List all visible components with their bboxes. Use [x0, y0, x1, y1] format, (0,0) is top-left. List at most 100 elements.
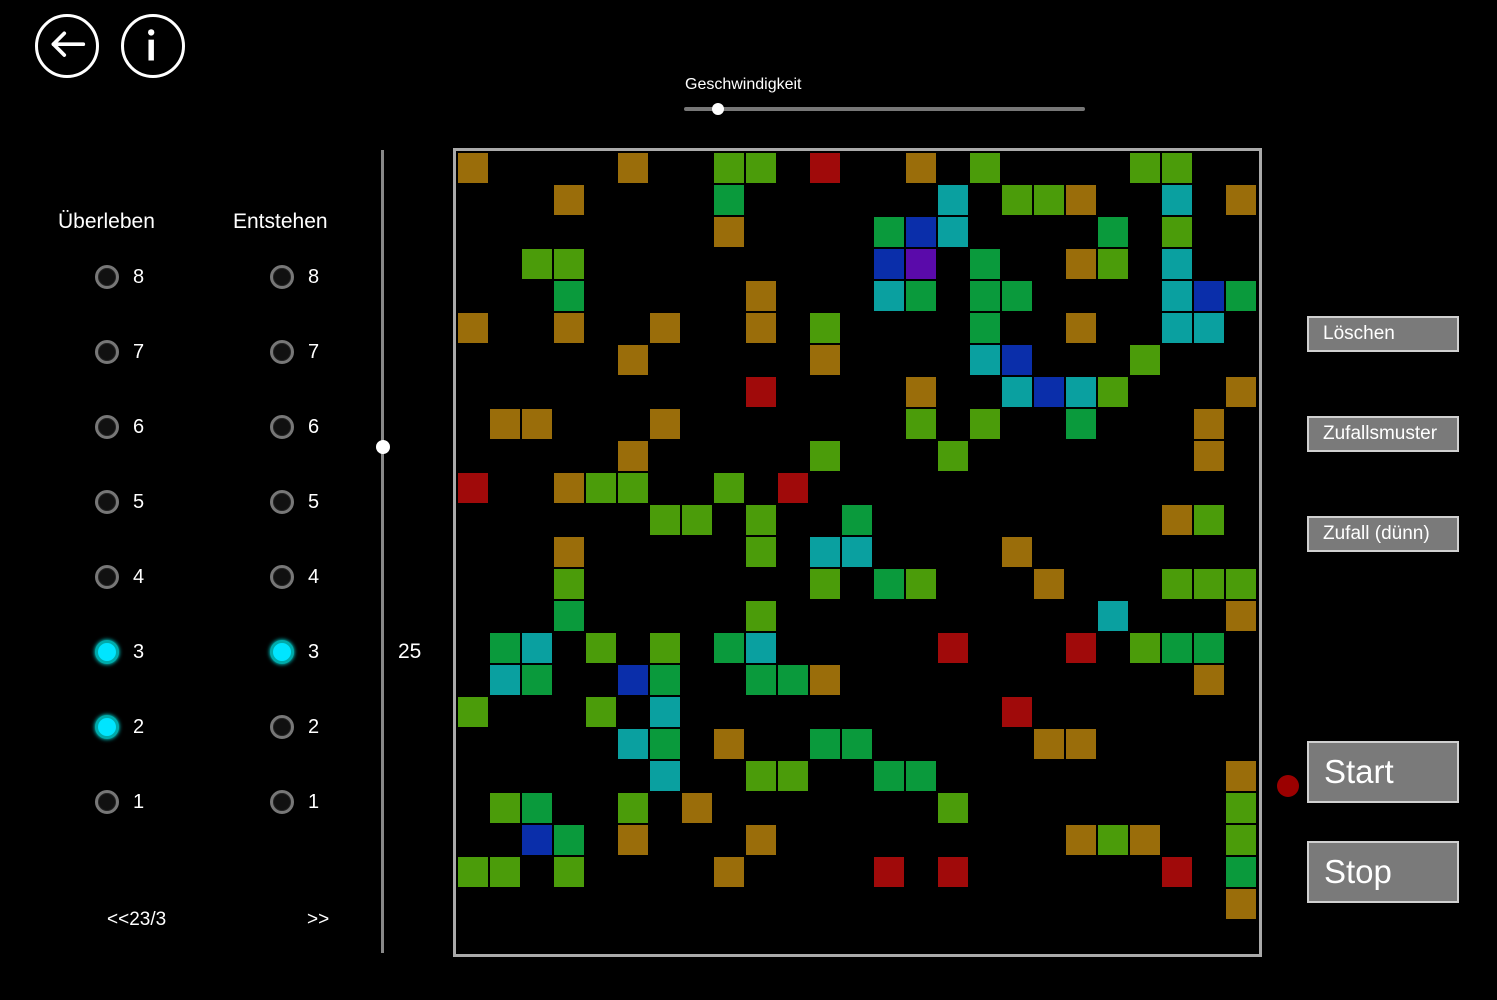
survive-option-2[interactable]: 2	[95, 712, 144, 742]
board-cell[interactable]	[714, 217, 744, 247]
board-cell[interactable]	[1066, 249, 1096, 279]
birth-option-1[interactable]: 1	[270, 787, 319, 817]
birth-option-8[interactable]: 8	[270, 262, 319, 292]
board-cell[interactable]	[1162, 185, 1192, 215]
board-cell[interactable]	[778, 473, 808, 503]
board-cell[interactable]	[1002, 697, 1032, 727]
next-rule-button[interactable]: >>	[307, 909, 330, 930]
board-cell[interactable]	[1226, 377, 1256, 407]
board-cell[interactable]	[618, 793, 648, 823]
board-cell[interactable]	[1226, 569, 1256, 599]
board-cell[interactable]	[682, 505, 712, 535]
board-cell[interactable]	[746, 761, 776, 791]
birth-option-3[interactable]: 3	[270, 637, 319, 667]
board-cell[interactable]	[1194, 569, 1224, 599]
board-cell[interactable]	[618, 473, 648, 503]
board-cell[interactable]	[1226, 185, 1256, 215]
board-cell[interactable]	[1002, 185, 1032, 215]
board-cell[interactable]	[1162, 857, 1192, 887]
board-cell[interactable]	[586, 697, 616, 727]
board-cell[interactable]	[1034, 729, 1064, 759]
board-cell[interactable]	[650, 633, 680, 663]
survive-option-3[interactable]: 3	[95, 637, 144, 667]
board-cell[interactable]	[906, 409, 936, 439]
birth-option-5[interactable]: 5	[270, 487, 319, 517]
board-cell[interactable]	[970, 409, 1000, 439]
birth-option-7[interactable]: 7	[270, 337, 319, 367]
board-cell[interactable]	[1002, 281, 1032, 311]
board-cell[interactable]	[554, 473, 584, 503]
board-cell[interactable]	[746, 313, 776, 343]
board-cell[interactable]	[554, 185, 584, 215]
survive-radio-2[interactable]	[95, 715, 119, 739]
board-cell[interactable]	[938, 857, 968, 887]
board-cell[interactable]	[1066, 633, 1096, 663]
board-cell[interactable]	[682, 793, 712, 823]
board-cell[interactable]	[778, 665, 808, 695]
survive-option-5[interactable]: 5	[95, 487, 144, 517]
board-cell[interactable]	[586, 473, 616, 503]
board-cell[interactable]	[1162, 217, 1192, 247]
board-cell[interactable]	[810, 153, 840, 183]
board-cell[interactable]	[746, 377, 776, 407]
board-cell[interactable]	[714, 857, 744, 887]
board-cell[interactable]	[746, 505, 776, 535]
birth-radio-8[interactable]	[270, 265, 294, 289]
board-cell[interactable]	[714, 473, 744, 503]
board-cell[interactable]	[650, 665, 680, 695]
board-cell[interactable]	[746, 665, 776, 695]
board-cell[interactable]	[938, 793, 968, 823]
board-cell[interactable]	[938, 217, 968, 247]
board-cell[interactable]	[1226, 825, 1256, 855]
game-board[interactable]	[453, 148, 1262, 957]
birth-radio-1[interactable]	[270, 790, 294, 814]
board-cell[interactable]	[778, 761, 808, 791]
board-cell[interactable]	[1130, 345, 1160, 375]
grid-size-slider-track[interactable]	[381, 150, 384, 953]
birth-radio-7[interactable]	[270, 340, 294, 364]
board-cell[interactable]	[1162, 569, 1192, 599]
board-cell[interactable]	[554, 281, 584, 311]
board-cell[interactable]	[1226, 601, 1256, 631]
stop-button[interactable]: Stop	[1307, 841, 1459, 903]
board-cell[interactable]	[1162, 281, 1192, 311]
board-cell[interactable]	[650, 505, 680, 535]
board-cell[interactable]	[458, 153, 488, 183]
board-cell[interactable]	[938, 633, 968, 663]
board-cell[interactable]	[810, 345, 840, 375]
board-cell[interactable]	[938, 185, 968, 215]
board-cell[interactable]	[554, 313, 584, 343]
board-cell[interactable]	[1098, 377, 1128, 407]
survive-radio-8[interactable]	[95, 265, 119, 289]
board-cell[interactable]	[874, 281, 904, 311]
board-cell[interactable]	[490, 633, 520, 663]
info-button[interactable]	[121, 14, 185, 78]
board-cell[interactable]	[1066, 313, 1096, 343]
board-cell[interactable]	[618, 441, 648, 471]
survive-radio-1[interactable]	[95, 790, 119, 814]
survive-option-7[interactable]: 7	[95, 337, 144, 367]
board-cell[interactable]	[522, 793, 552, 823]
board-cell[interactable]	[810, 665, 840, 695]
board-cell[interactable]	[650, 697, 680, 727]
board-cell[interactable]	[1162, 313, 1192, 343]
board-cell[interactable]	[842, 505, 872, 535]
birth-radio-6[interactable]	[270, 415, 294, 439]
board-cell[interactable]	[554, 249, 584, 279]
board-cell[interactable]	[746, 601, 776, 631]
board-cell[interactable]	[810, 569, 840, 599]
board-cell[interactable]	[746, 633, 776, 663]
board-cell[interactable]	[1098, 601, 1128, 631]
birth-radio-4[interactable]	[270, 565, 294, 589]
birth-radio-2[interactable]	[270, 715, 294, 739]
board-cell[interactable]	[746, 825, 776, 855]
survive-option-1[interactable]: 1	[95, 787, 144, 817]
board-cell[interactable]	[650, 313, 680, 343]
board-cell[interactable]	[1162, 505, 1192, 535]
board-cell[interactable]	[970, 313, 1000, 343]
board-cell[interactable]	[1066, 377, 1096, 407]
board-cell[interactable]	[1066, 409, 1096, 439]
survive-option-4[interactable]: 4	[95, 562, 144, 592]
board-cell[interactable]	[650, 761, 680, 791]
board-cell[interactable]	[810, 729, 840, 759]
